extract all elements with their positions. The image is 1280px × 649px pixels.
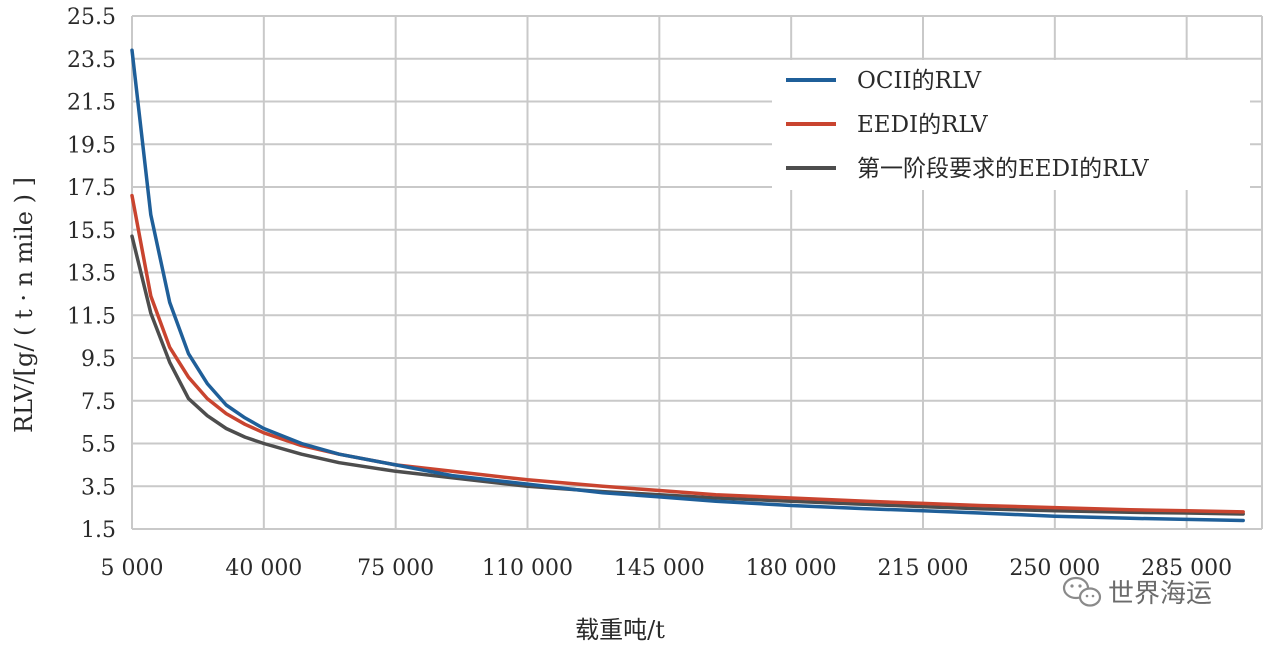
legend-label: 第一阶段要求的EEDI的RLV (857, 156, 1149, 182)
series-layer (130, 48, 1245, 523)
legend-background (772, 60, 1250, 190)
y-axis-ticks: 1.5 3.5 5.5 7.5 9.5 11.5 13.5 15.5 17.5 19.5 21.5 2… (67, 5, 116, 543)
wechat-icon (1062, 576, 1102, 607)
y-tick-label: 25.5 (67, 5, 116, 30)
x-tick-label: 75 000 (357, 556, 434, 581)
x-axis-title: 载重吨/t (575, 616, 665, 644)
y-tick-label: 3.5 (81, 475, 116, 500)
x-tick-label: 40 000 (225, 556, 302, 581)
y-tick-label: 15.5 (67, 219, 116, 244)
y-tick-label: 5.5 (81, 433, 116, 458)
x-tick-label: 145 000 (614, 556, 705, 581)
series-line (130, 234, 1245, 516)
x-tick-label: 180 000 (746, 556, 837, 581)
legend-label: EEDI的RLV (857, 112, 988, 138)
y-tick-label: 13.5 (67, 262, 116, 287)
x-axis-ticks: 5 000 40 000 75 000 110 000 145 000 180 000 21… (101, 556, 1233, 581)
x-tick-label: 250 000 (1009, 556, 1100, 581)
legend: OCII的RLV EEDI的RLV 第一阶段要求的EEDI的RLV (772, 60, 1250, 190)
watermark-text: 世界海运 (1108, 579, 1212, 609)
y-axis-title: RLV/[g/ ( t · n mile ) ] (10, 177, 38, 433)
x-tick-label: 215 000 (878, 556, 969, 581)
y-tick-label: 23.5 (67, 48, 116, 73)
y-tick-label: 17.5 (67, 176, 116, 201)
y-tick-label: 19.5 (67, 133, 116, 158)
series-line (130, 48, 1245, 523)
y-tick-label: 21.5 (67, 91, 116, 116)
x-tick-label: 5 000 (101, 556, 164, 581)
y-tick-label: 7.5 (81, 390, 116, 415)
y-tick-label: 1.5 (81, 518, 116, 543)
legend-label: OCII的RLV (857, 68, 981, 94)
series-line (130, 193, 1245, 514)
y-tick-label: 11.5 (67, 304, 116, 329)
x-tick-label: 285 000 (1141, 556, 1232, 581)
watermark: 世界海运 (1062, 576, 1212, 609)
x-tick-label: 110 000 (482, 556, 573, 581)
y-tick-label: 9.5 (81, 347, 116, 372)
